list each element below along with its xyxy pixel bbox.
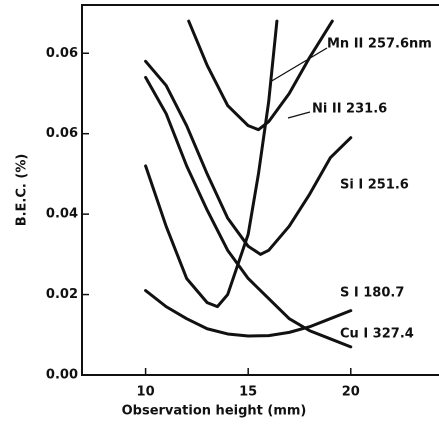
plot-frame <box>81 4 439 376</box>
line-series <box>144 75 353 349</box>
curve-label: Cu I 327.4 <box>340 327 414 342</box>
x-tick-label: 10 <box>137 385 155 400</box>
y-tick-label: 0.06 <box>46 46 78 61</box>
y-tick-label: 0.06 <box>46 126 78 141</box>
curve-label: Si I 251.6 <box>340 178 409 193</box>
line-series <box>144 289 353 338</box>
y-tick-label: 0.00 <box>46 368 78 383</box>
line-series <box>144 19 279 309</box>
y-tick-label: 0.04 <box>46 207 78 222</box>
line-series <box>144 59 353 256</box>
x-tick-label: 20 <box>342 385 360 400</box>
curve-label: S I 180.7 <box>340 286 404 301</box>
line-series <box>187 19 334 132</box>
y-tick-label: 0.02 <box>46 287 78 302</box>
curve-label: Mn II 257.6nm <box>327 37 432 52</box>
x-axis-label: Observation height (mm) <box>122 404 307 419</box>
y-axis-label: B.E.C. (%) <box>15 154 30 227</box>
label-leader <box>269 47 328 83</box>
x-tick-label: 15 <box>239 385 257 400</box>
curve-label: Ni II 231.6 <box>312 102 387 117</box>
label-leader <box>287 111 311 119</box>
